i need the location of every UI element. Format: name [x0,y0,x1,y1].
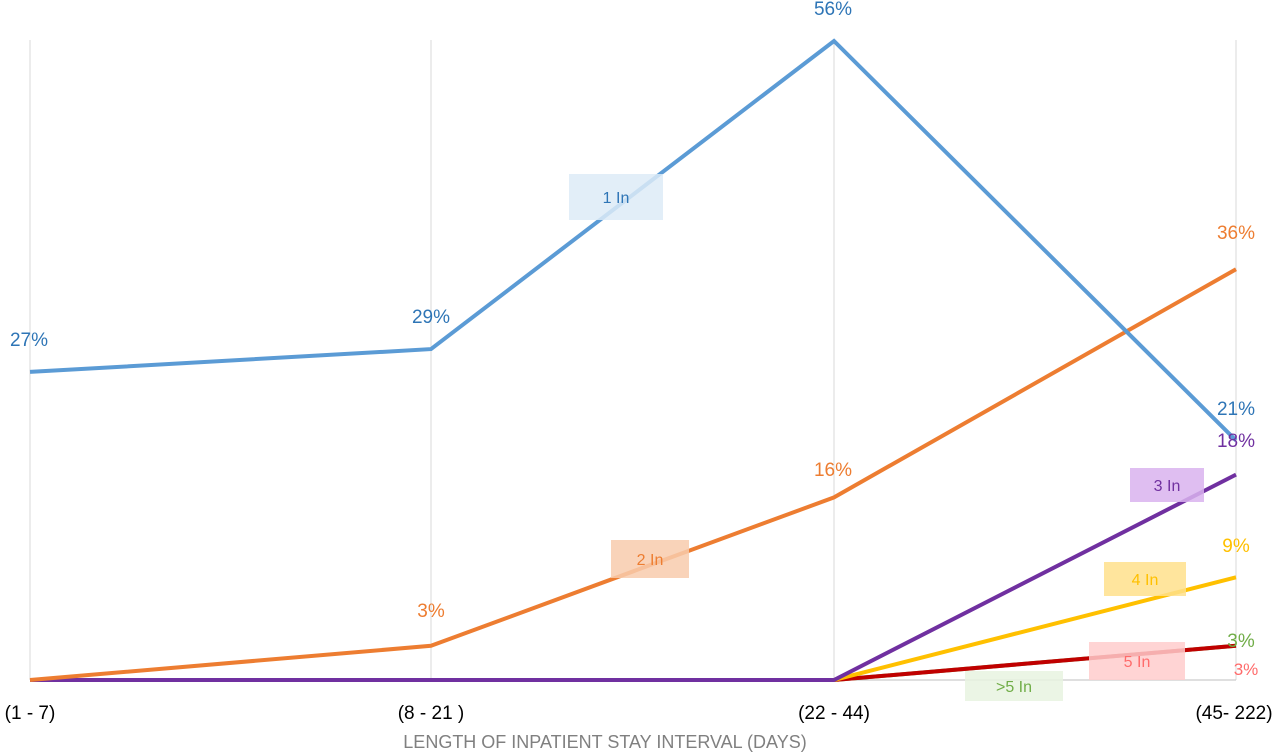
series-tag-bg-1 [611,540,689,578]
data-label-s3-p3: 9% [1222,536,1250,557]
data-label-s5-p3: 3% [1227,631,1255,652]
series-tag-label-3: 4 In [1132,572,1159,589]
series-line-0 [29,38,1238,442]
series-tag-4: 5 In [1089,642,1185,680]
x-tick-label-3: (45- 222) [1195,703,1272,724]
data-label-s0-p3: 21% [1217,399,1255,420]
series-tag-label-4: 5 In [1124,654,1151,671]
x-axis-tick-labels: (1 - 7) (8 - 21 ) (22 - 44) (45- 222) [5,703,1273,724]
series-tag-5: >5 In [965,671,1063,701]
series-name-tags: 1 In 2 In 3 In 4 In 5 In >5 In [569,174,1204,701]
data-label-s2-p3: 18% [1217,431,1255,452]
x-tick-label-2: (22 - 44) [798,703,870,724]
series-tag-bg-5 [965,671,1063,701]
series-lines [29,38,1238,682]
series-tag-1: 2 In [611,540,689,578]
data-label-s4-p3: 3% [1234,660,1259,679]
series-tag-label-1: 2 In [637,552,664,569]
gridlines [29,40,1237,680]
series-tag-0: 1 In [569,174,663,220]
series-tag-bg-3 [1104,562,1186,596]
series-tag-label-2: 3 In [1154,478,1181,495]
series-tag-3: 4 In [1104,562,1186,596]
data-label-s0-p2: 56% [814,0,852,20]
data-label-s1-p2: 16% [814,460,852,481]
x-tick-label-0: (1 - 7) [5,703,56,724]
x-tick-label-1: (8 - 21 ) [398,703,465,724]
series-tag-label-0: 1 In [603,190,630,207]
data-label-s0-p1: 29% [412,307,450,328]
data-labels: 27% 29% 56% 21% 3% 16% 36% 18% 9% 3% 3% [10,0,1258,679]
series-line-1 [29,267,1237,682]
series-tag-bg-0 [569,174,663,220]
series-tag-bg-2 [1130,468,1204,502]
data-label-s0-p0: 27% [10,330,48,351]
data-label-s1-p3: 36% [1217,223,1255,244]
series-tag-bg-4 [1089,642,1185,680]
series-line-2 [30,472,1237,682]
data-label-s1-p1: 3% [417,601,445,622]
x-axis-title: LENGTH OF INPATIENT STAY INTERVAL (DAYS) [403,732,806,752]
series-tag-2: 3 In [1130,468,1204,502]
series-tag-label-5: >5 In [996,679,1032,696]
